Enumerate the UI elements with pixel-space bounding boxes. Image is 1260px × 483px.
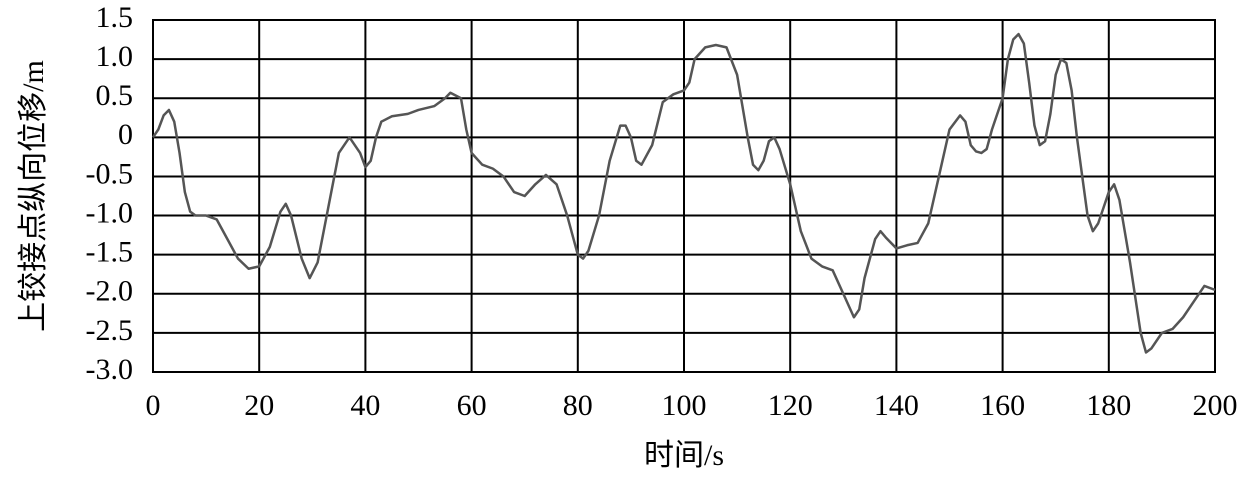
y-tick-label: 0: [118, 118, 133, 151]
y-tick-label: 1.5: [96, 1, 134, 34]
x-axis-label: 时间/s: [644, 439, 724, 472]
y-tick-label: 1.0: [96, 40, 134, 73]
x-tick-label: 180: [1086, 389, 1131, 422]
x-tick-label: 200: [1193, 389, 1238, 422]
x-tick-label: 100: [662, 389, 707, 422]
y-tick-label: -1.5: [86, 236, 134, 269]
data-line: [151, 32, 1216, 354]
x-tick-label: 20: [244, 389, 274, 422]
x-tick-label: 140: [874, 389, 919, 422]
y-tick-label: 0.5: [96, 79, 134, 112]
x-tick-label: 40: [350, 389, 380, 422]
y-tick-label: -1.0: [86, 196, 134, 229]
y-tick-label: -2.0: [86, 275, 134, 308]
y-axis-label: 上铰接点纵向位移/m: [17, 60, 50, 332]
x-tick-label: 60: [457, 389, 487, 422]
x-tick-label: 120: [768, 389, 813, 422]
x-tick-label: 160: [980, 389, 1025, 422]
x-tick-label: 80: [563, 389, 593, 422]
y-tick-label: -0.5: [86, 157, 134, 190]
y-tick-label: -2.5: [86, 314, 134, 347]
y-tick-label: -3.0: [86, 353, 134, 386]
plot-frame: [152, 19, 1216, 373]
x-tick-label: 0: [146, 389, 161, 422]
